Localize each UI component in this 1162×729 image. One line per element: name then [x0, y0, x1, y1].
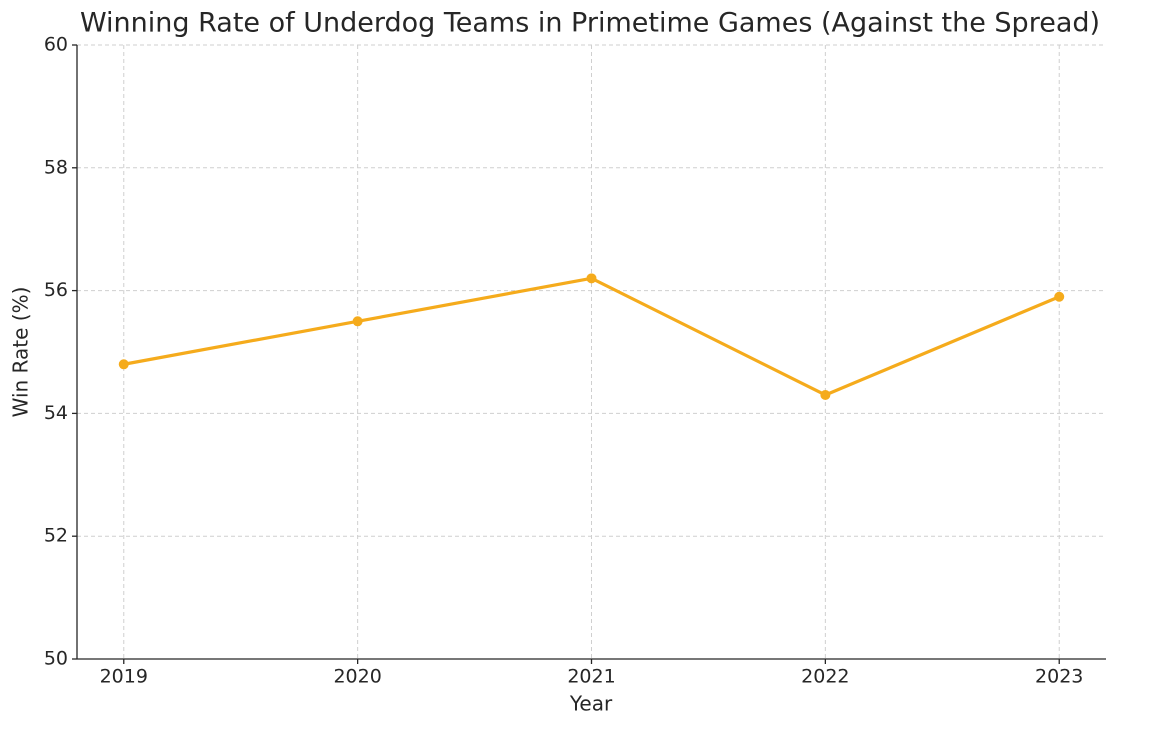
data-point [1054, 291, 1065, 302]
data-point [352, 316, 363, 327]
x-tick-label: 2019 [100, 666, 148, 688]
y-tick-label: 58 [44, 156, 68, 178]
data-point [586, 273, 597, 284]
data-point [118, 359, 129, 370]
y-tick-label: 50 [44, 648, 68, 670]
data-point [820, 389, 831, 400]
chart-title: Winning Rate of Underdog Teams in Primet… [80, 8, 1100, 39]
y-tick-label: 60 [44, 34, 68, 56]
x-tick-label: 2022 [801, 666, 849, 688]
y-tick-label: 54 [44, 402, 68, 424]
x-axis-label: Year [569, 692, 613, 716]
y-axis-label: Win Rate (%) [9, 287, 33, 418]
y-tick-label: 56 [44, 279, 68, 301]
x-tick-label: 2020 [333, 666, 381, 688]
y-tick-label: 52 [44, 525, 68, 547]
x-tick-label: 2021 [567, 666, 615, 688]
x-tick-label: 2023 [1035, 666, 1083, 688]
